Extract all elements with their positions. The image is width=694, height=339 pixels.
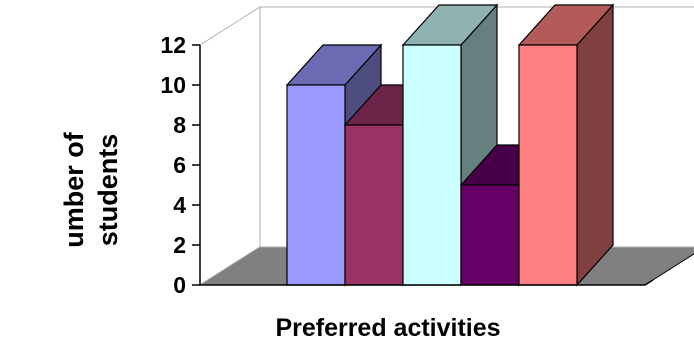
y-tick-label: 8: [173, 112, 186, 138]
bar-5-side: [576, 3, 614, 287]
y-tick-label: 10: [160, 72, 186, 98]
bar-4-front: [460, 184, 520, 286]
chart-bars: [285, 3, 615, 287]
value-axis: 0 2 4 6 8 10 12: [160, 32, 654, 298]
y-tick-label: 12: [160, 32, 186, 58]
y-tick-label: 2: [173, 232, 186, 258]
x-axis-end-mark: [644, 279, 654, 286]
y-tick-label: 4: [173, 192, 186, 218]
bar-1-front: [286, 84, 346, 286]
x-axis-title: Preferred activities: [275, 314, 500, 339]
y-axis-title-line-1: umber of: [59, 131, 89, 248]
bar-2-front: [344, 124, 404, 286]
y-tick-label: 0: [173, 272, 186, 298]
bar-5-front: [518, 44, 578, 286]
y-tick-label: 6: [173, 152, 186, 178]
bar-5: [517, 3, 615, 287]
bar-3-front: [402, 44, 462, 286]
chart-side-wall: [199, 6, 261, 286]
y-axis-title-line-2: students: [93, 134, 123, 247]
y-axis-title: umber of students: [59, 131, 123, 248]
